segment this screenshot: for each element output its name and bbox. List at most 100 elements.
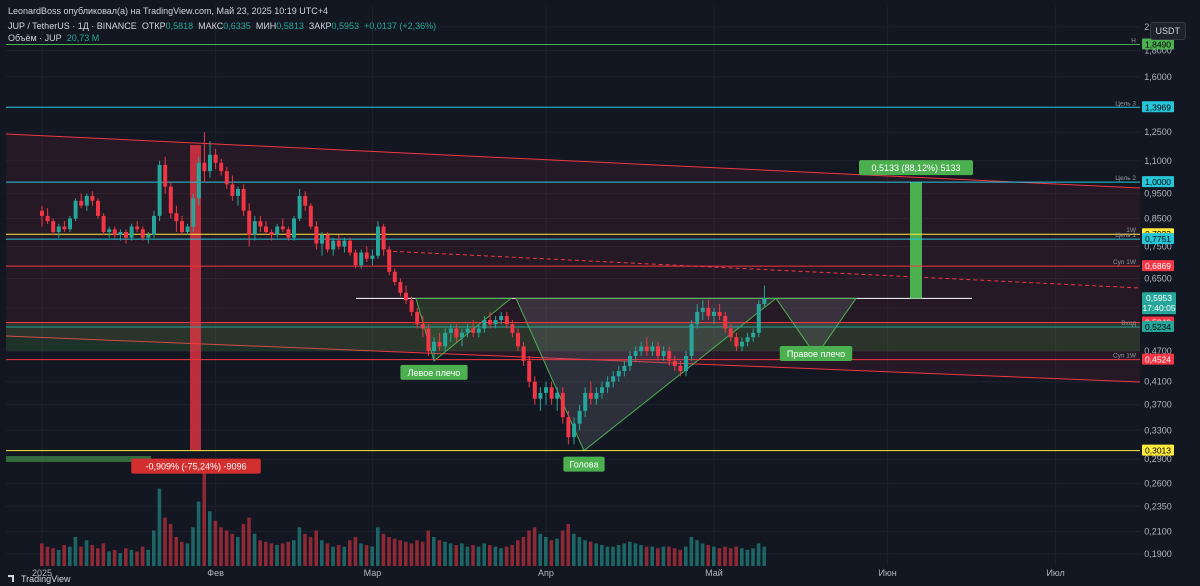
drop-measure-label-box — [131, 458, 261, 474]
volume-bar — [124, 548, 128, 566]
candle-body — [616, 371, 621, 377]
volume-bar — [241, 524, 246, 566]
candle-body — [370, 255, 375, 259]
price-tag-label: 0,5234 — [1145, 322, 1171, 332]
target-measure-bar — [910, 182, 922, 299]
volume-bar — [762, 546, 766, 566]
volume-bar — [510, 545, 514, 566]
candle-body — [286, 229, 291, 238]
volume-bar — [712, 546, 716, 566]
candle-body — [420, 324, 425, 329]
high-value: 0,6335 — [223, 21, 251, 31]
candle-body — [51, 221, 56, 233]
volume-bar — [157, 488, 162, 566]
footer-brand: TradingView — [21, 574, 71, 584]
symbol-row: JUP / TetherUS · 1Д · BINANCE ОТКР0,5818… — [8, 21, 436, 31]
volume-bar — [359, 543, 363, 566]
volume-bar — [527, 530, 531, 566]
candle-body — [202, 162, 207, 172]
volume-bar — [734, 546, 738, 566]
candle-body — [628, 355, 632, 366]
candle-body — [168, 186, 173, 214]
volume-bar — [135, 551, 139, 566]
price-line-tag: Цель 2 — [1115, 175, 1136, 182]
volume-value: 20,73 M — [66, 33, 100, 43]
volume-bar — [308, 536, 313, 566]
volume-bar — [398, 540, 402, 566]
volume-bar — [62, 545, 66, 566]
candle-body — [488, 320, 492, 325]
chart-frame[interactable]: H Цель 3 Цель 2 1W Цель 1 Суп 1W Вход Суп 1W Ле… — [6, 6, 1194, 580]
candle-body — [185, 226, 190, 233]
candle-body — [387, 249, 392, 272]
candle-body — [84, 195, 89, 206]
candle-body — [241, 188, 246, 211]
volume-bar — [572, 533, 576, 566]
candle-body — [745, 337, 750, 342]
candle-body — [471, 328, 476, 333]
x-tick-label: Мар — [364, 568, 382, 578]
volume-bar — [224, 530, 229, 566]
tradingview-footer[interactable]: TradingView — [8, 574, 71, 584]
volume-bar — [213, 520, 218, 566]
high-label: МАКС — [198, 21, 224, 31]
volume-bar — [695, 540, 699, 566]
volume-bar — [611, 546, 615, 566]
change-value: +0,0137 (+2,36%) — [364, 21, 437, 31]
volume-bar — [521, 536, 526, 566]
volume-bar — [180, 541, 184, 566]
volume-bar — [118, 553, 122, 566]
volume-bar — [577, 536, 582, 566]
volume-bar — [84, 540, 89, 566]
candle-body — [656, 346, 660, 356]
candle-body — [101, 215, 106, 233]
volume-bar — [404, 541, 408, 566]
volume-bar — [588, 541, 593, 566]
volume-bar — [230, 533, 234, 566]
y-tick-label: 0,6500 — [1144, 274, 1172, 284]
volume-bar — [460, 543, 464, 566]
candle-body — [303, 195, 308, 206]
currency-badge[interactable]: USDT — [1149, 22, 1186, 40]
volume-bar — [101, 543, 106, 566]
candle-body — [583, 392, 588, 411]
candle-body — [712, 311, 716, 316]
price-line-tag: 1W — [1126, 227, 1137, 234]
candle-body — [493, 320, 498, 325]
candle-body — [140, 229, 145, 238]
price-line-tag: H — [1131, 37, 1136, 44]
candle-body — [292, 218, 296, 238]
current-price-label: 0,5953 — [1146, 293, 1172, 303]
candle-body — [678, 365, 683, 372]
volume-bar — [488, 545, 492, 566]
volume-bar — [185, 543, 190, 566]
volume-bar — [493, 546, 498, 566]
volume-bar — [420, 541, 425, 566]
candle-body — [644, 346, 649, 352]
y-tick-label: 1,6000 — [1144, 72, 1172, 82]
candle-body — [588, 392, 593, 399]
volume-bar — [387, 536, 391, 566]
price-tag-box — [1142, 444, 1174, 456]
candle-body — [633, 351, 638, 356]
volume-bar — [364, 545, 369, 566]
candle-body — [191, 198, 196, 227]
candle-body — [661, 351, 666, 356]
volume-bar — [314, 530, 318, 566]
volume-bar — [678, 549, 682, 566]
symbol-name[interactable]: JUP / TetherUS · 1Д · BINANCE — [8, 21, 137, 31]
candle-body — [426, 328, 431, 352]
candle-body — [476, 328, 481, 333]
volume-bar — [331, 546, 335, 566]
volume-bar — [656, 548, 660, 566]
y-tick-label: 0,4100 — [1144, 377, 1172, 387]
candle-body — [359, 252, 364, 266]
volume-bar — [73, 536, 78, 566]
candle-body — [566, 417, 571, 438]
candle-body — [364, 252, 369, 259]
volume-bar — [560, 530, 565, 566]
candle-body — [549, 387, 554, 399]
candle-body — [348, 240, 352, 253]
volume-bar — [549, 540, 554, 566]
